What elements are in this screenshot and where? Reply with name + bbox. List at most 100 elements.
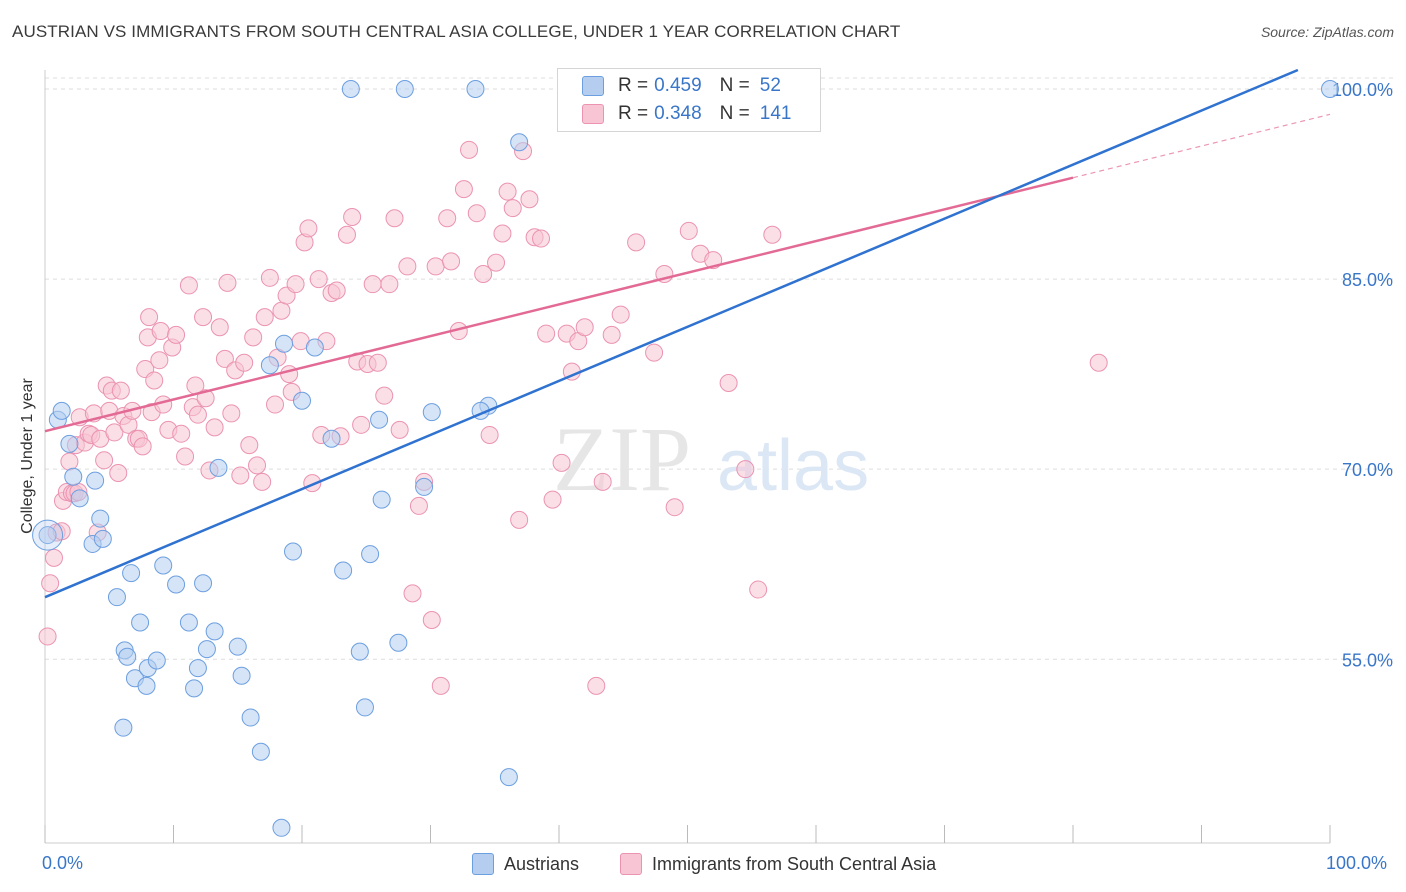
immigrants-point <box>150 351 169 370</box>
legend-austrians-label: Austrians <box>504 853 580 874</box>
austrians-point <box>154 556 173 575</box>
immigrants-point <box>235 353 254 372</box>
austrians-trendline <box>44 68 1299 599</box>
legend-immigrants-swatch <box>620 853 642 875</box>
austrians-point <box>205 622 224 641</box>
immigrants-point <box>44 548 63 567</box>
austrians-point <box>395 80 414 99</box>
immigrants-point <box>205 418 224 437</box>
immigrants-point <box>299 219 318 238</box>
immigrants-point <box>403 584 422 603</box>
austrians-swatch <box>582 76 604 96</box>
austrians-point <box>510 133 529 152</box>
immigrants-point <box>474 265 493 284</box>
austrians-point <box>389 633 408 652</box>
immigrants-point <box>390 420 409 439</box>
immigrants-point <box>454 180 473 199</box>
austrians-point <box>272 818 291 837</box>
legend-row-austrians: R = 0.459 N = 52 <box>582 75 781 97</box>
austrians-point <box>341 80 360 99</box>
immigrants-r: 0.348 <box>654 103 702 124</box>
austrians-point <box>350 642 369 661</box>
legend-immigrants-label: Immigrants from South Central Asia <box>652 853 937 874</box>
immigrants-point <box>520 190 539 209</box>
immigrants-point <box>1089 353 1108 372</box>
immigrants-point <box>172 424 191 443</box>
immigrants-point <box>422 610 441 629</box>
immigrants-point <box>222 404 241 423</box>
immigrants-point <box>140 308 159 327</box>
immigrants-point <box>244 328 263 347</box>
immigrants-point <box>286 275 305 294</box>
y-axis-tick-labels: 55.0% 70.0% 85.0% 100.0% <box>1332 80 1393 670</box>
austrians-n: 52 <box>759 75 781 96</box>
austrians-point <box>114 718 133 737</box>
immigrants-point <box>438 209 457 228</box>
immigrants-point <box>309 270 328 289</box>
austrians-point <box>52 401 71 420</box>
austrians-point <box>38 526 57 545</box>
austrians-point <box>251 742 270 761</box>
immigrants-point <box>240 436 259 455</box>
immigrants-point <box>480 425 499 444</box>
legend-item-austrians: Austrians <box>472 852 579 876</box>
austrians-point <box>422 403 441 422</box>
immigrants-trendline-extension <box>1072 113 1331 179</box>
austrians-point <box>188 659 207 678</box>
austrians-point <box>499 768 518 787</box>
immigrants-point <box>337 225 356 244</box>
austrians-point <box>228 637 247 656</box>
immigrants-point <box>111 381 130 400</box>
immigrants-trendline <box>44 176 1074 433</box>
austrians-point <box>232 666 251 685</box>
x-tick-label-min: 0.0% <box>42 853 84 873</box>
immigrants-point <box>260 268 279 287</box>
immigrants-point <box>179 276 198 295</box>
immigrants-point <box>510 510 529 529</box>
austrians-point <box>209 458 228 477</box>
immigrants-point <box>587 676 606 695</box>
austrians-point <box>179 613 198 632</box>
austrians-points <box>32 80 1339 837</box>
x-tick-label-max: 100.0% <box>1326 853 1388 873</box>
immigrants-point <box>176 447 195 466</box>
immigrants-point <box>218 273 237 292</box>
immigrants-point <box>503 199 522 218</box>
immigrants-point <box>645 343 664 362</box>
watermark-zip: ZIP <box>553 408 691 510</box>
immigrants-point <box>460 140 479 159</box>
immigrants-point <box>537 324 556 343</box>
immigrants-point <box>467 204 486 223</box>
legend-austrians-swatch <box>472 853 494 875</box>
immigrants-point <box>280 365 299 384</box>
immigrants-point <box>38 627 57 646</box>
austrians-point <box>322 429 341 448</box>
y-axis-label: College, Under 1 year <box>19 378 36 534</box>
austrians-point <box>131 613 150 632</box>
y-tick-label: 100.0% <box>1332 80 1393 100</box>
austrians-point <box>137 676 156 695</box>
immigrants-point <box>375 386 394 405</box>
austrians-point <box>361 545 380 564</box>
immigrants-point <box>272 301 291 320</box>
immigrants-point <box>194 308 213 327</box>
austrians-point <box>466 80 485 99</box>
immigrants-point <box>60 452 79 471</box>
austrians-r: 0.459 <box>654 75 702 96</box>
immigrants-point <box>442 252 461 271</box>
austrians-point <box>93 529 112 548</box>
y-tick-label: 55.0% <box>1342 650 1393 670</box>
austrians-point <box>60 434 79 453</box>
austrians-point <box>415 477 434 496</box>
austrians-point <box>305 338 324 357</box>
austrians-point <box>185 679 204 698</box>
immigrants-point <box>749 580 768 599</box>
austrians-point <box>372 490 391 509</box>
austrians-point <box>334 561 353 580</box>
austrians-point <box>147 651 166 670</box>
legend-row-immigrants: R = 0.348 N = 141 <box>582 103 791 125</box>
immigrants-point <box>763 225 782 244</box>
immigrants-point <box>105 423 124 442</box>
immigrants-point <box>109 463 128 482</box>
